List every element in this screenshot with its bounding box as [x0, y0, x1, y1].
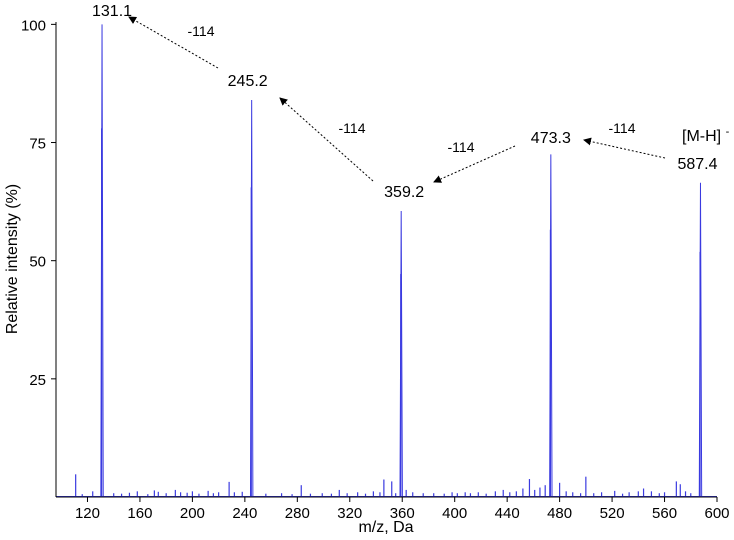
- loss-arrow: [279, 97, 374, 182]
- loss-label: -114: [609, 120, 636, 136]
- y-axis-title: Relative intensity (%): [4, 184, 21, 334]
- x-tick-label: 320: [337, 505, 362, 522]
- precursor-label: [M-H] -: [682, 126, 730, 145]
- peak-labels: 131.1 245.2 359.2 473.3 587.4: [92, 3, 718, 201]
- x-tick-label: 480: [547, 505, 572, 522]
- precursor-label-text: [M-H]: [682, 128, 721, 145]
- x-tick-label: 160: [127, 505, 152, 522]
- y-tick-label: 50: [29, 254, 46, 271]
- x-tick-label: 600: [704, 505, 729, 522]
- peak-label: 359.2: [384, 184, 424, 201]
- loss-label: -114: [339, 120, 366, 136]
- y-tick-label: 75: [29, 136, 46, 153]
- x-tick-label: 560: [652, 505, 677, 522]
- x-tick-label: 240: [232, 505, 257, 522]
- y-axis-ticks: 25 50 75 100: [21, 17, 56, 389]
- x-tick-label: 400: [442, 505, 467, 522]
- x-axis-title: m/z, Da: [358, 519, 413, 536]
- loss-arrow: [433, 145, 516, 183]
- x-tick-label: 520: [600, 505, 625, 522]
- x-tick-label: 360: [390, 505, 415, 522]
- loss-label: -114: [188, 23, 215, 39]
- peak-label: 131.1: [92, 3, 132, 20]
- precursor-label-charge: -: [726, 126, 730, 138]
- y-tick-label: 100: [21, 17, 46, 34]
- x-tick-label: 440: [495, 505, 520, 522]
- x-tick-label: 200: [180, 505, 205, 522]
- peak-label: 587.4: [677, 156, 717, 173]
- peak-label: 245.2: [228, 73, 268, 90]
- loss-arrows: -114 -114 -114 -114: [128, 16, 666, 183]
- y-tick-label: 25: [29, 372, 46, 389]
- peak-label: 473.3: [531, 130, 571, 147]
- x-tick-label: 280: [285, 505, 310, 522]
- spectrum-peaks: [56, 24, 717, 498]
- loss-label: -114: [448, 139, 475, 155]
- loss-arrow: [583, 137, 666, 159]
- loss-arrow: [128, 16, 219, 69]
- x-axis-ticks: 120 160 200 240 280 320 360 400 440 480 520 560 600: [75, 497, 730, 522]
- x-tick-label: 120: [75, 505, 100, 522]
